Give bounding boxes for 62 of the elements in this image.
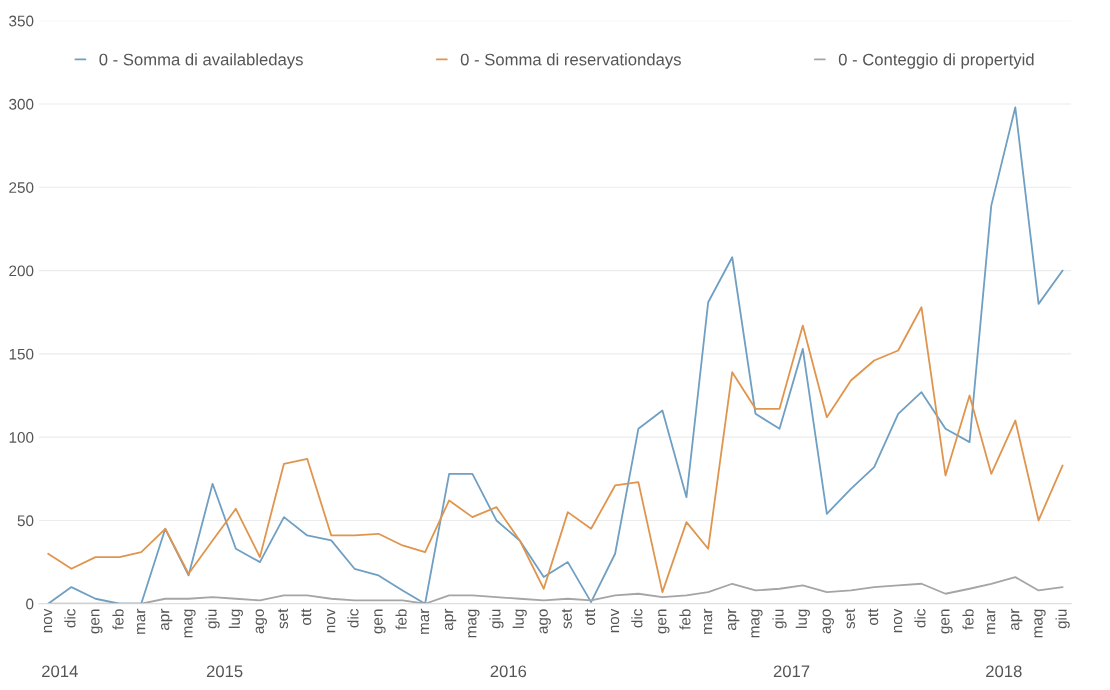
x-tick-label: nov (43, 608, 53, 633)
x-tick-label: giu (772, 609, 787, 629)
x-tick-label: nov (893, 608, 903, 633)
text: 2018 (986, 665, 1022, 678)
x-tick-label: nov (326, 608, 336, 633)
x-tick-label: set (844, 608, 855, 629)
x-tick-label: gen (941, 609, 953, 634)
line-series (47, 106, 1064, 604)
x-tick-label: mag (1034, 609, 1046, 638)
legend-label: 0 - Conteggio di propertyid (838, 53, 1034, 69)
x-tick-label: giu (1055, 609, 1070, 629)
y-tick-label: 200 (9, 265, 34, 277)
x-tick-label: mag (751, 609, 763, 638)
legend-label: 0 - Somma di availabledays (99, 53, 303, 69)
x-tick-label: lug (228, 609, 243, 628)
x-tick-label: lug (795, 609, 810, 628)
line-series (47, 306, 1064, 593)
x-tick-label: mag (184, 609, 196, 638)
text: 2015 (206, 665, 243, 678)
x-tick-label: dic (631, 609, 643, 628)
text: 2014 (42, 665, 78, 678)
x-tick-label: ago (539, 609, 551, 634)
x-tick-label: giu (489, 609, 504, 629)
y-tick-label: 350 (9, 15, 34, 27)
x-tick-label: mag (468, 609, 480, 638)
x-tick-label: nov (610, 608, 620, 633)
y-tick-label: 50 (17, 515, 34, 527)
x-tick-label: feb (395, 609, 407, 630)
x-tick-label: apr (727, 608, 740, 631)
x-tick-label: mar (703, 608, 713, 634)
y-tick-label: 150 (9, 348, 34, 360)
x-tick-label: apr (444, 608, 457, 631)
x-tick-label: mar (136, 608, 146, 634)
x-tick-label: mar (420, 608, 430, 634)
x-tick-label: ott (585, 608, 596, 625)
x-tick-label: giu (205, 609, 220, 629)
x-tick-label: apr (1011, 608, 1023, 631)
x-tick-label: set (278, 608, 289, 629)
x-tick-label: set (561, 608, 572, 629)
x-tick-label: gen (91, 609, 103, 634)
y-tick-label: 250 (9, 182, 34, 193)
text: 2017 (773, 665, 810, 678)
x-tick-label: feb (679, 609, 691, 630)
x-tick-label: lug (512, 609, 527, 628)
y-tick-label: 0 (26, 598, 34, 610)
x-tick-label: dic (347, 609, 359, 628)
y-tick-label: 100 (9, 432, 34, 443)
x-tick-label: gen (658, 609, 670, 634)
legend-label: 0 - Somma di reservationdays (460, 53, 681, 69)
x-tick-label: dic (914, 609, 926, 628)
x-tick-label: ott (868, 608, 879, 625)
x-tick-label: gen (374, 609, 386, 634)
x-tick-label: ago (822, 609, 834, 634)
x-tick-label: apr (161, 608, 173, 631)
text: 2016 (490, 665, 527, 678)
x-tick-label: feb (962, 609, 974, 630)
x-tick-label: ott (301, 608, 312, 625)
x-tick-label: mar (986, 608, 996, 634)
y-tick-label: 300 (9, 98, 34, 110)
x-tick-label: feb (112, 609, 124, 630)
x-tick-label: dic (64, 609, 76, 628)
x-tick-label: ago (255, 609, 268, 634)
